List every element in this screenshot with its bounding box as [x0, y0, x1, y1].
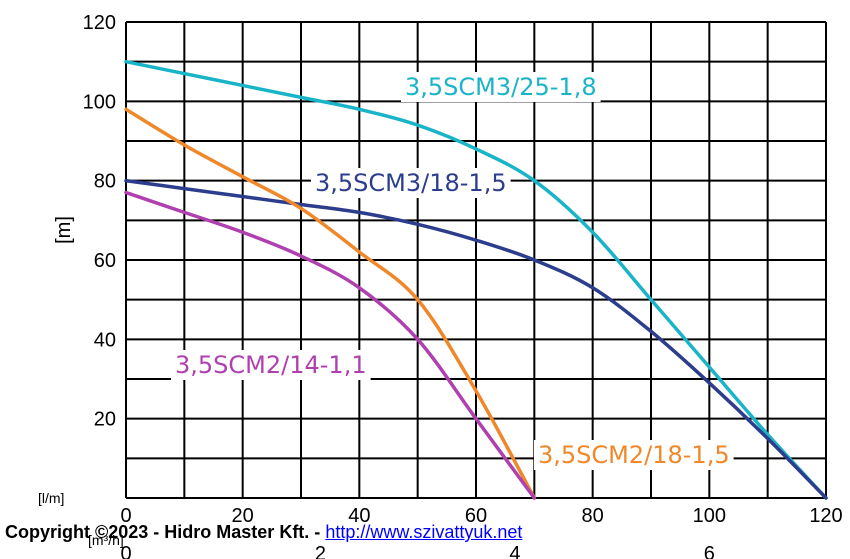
x-tick-label-primary: 60 — [465, 505, 487, 527]
series-label-3: 3,5SCM2/14-1,1 — [175, 351, 367, 379]
copyright-text: Copyright ©2023 - Hidro Master Kft. - — [5, 522, 326, 542]
series-labels: 3,5SCM3/25-1,8 3,5SCM3/18-1,5 3,5SCM2/18-1… — [171, 72, 734, 470]
y-tick-label: 20 — [94, 409, 116, 431]
x-tick-label-primary: 0 — [120, 505, 131, 527]
x-tick-label-secondary: 6 — [704, 543, 715, 559]
series-label-1: 3,5SCM3/18-1,5 — [315, 169, 507, 197]
series-label-bg — [534, 440, 734, 470]
copyright-footer: Copyright ©2023 - Hidro Master Kft. - ht… — [5, 522, 522, 543]
y-tick-label: 60 — [94, 250, 116, 272]
website-link[interactable]: http://www.szivattyuk.net — [325, 522, 523, 542]
x-unit-primary: [l/m] — [38, 490, 64, 506]
series-line-3 — [124, 190, 537, 500]
x-tick-label-primary: 40 — [348, 505, 370, 527]
x-tick-label-secondary: 2 — [315, 543, 326, 559]
series-label-bg — [311, 168, 511, 198]
series-label-0: 3,5SCM3/25-1,8 — [405, 73, 597, 101]
x-tick-label-secondary: 0 — [120, 543, 131, 559]
series-line-2 — [124, 107, 537, 500]
series-label-bg — [171, 350, 371, 380]
y-axis-label: [m] — [53, 216, 75, 244]
x-tick-label-secondary: 4 — [509, 543, 520, 559]
x-unit-secondary: [m³/h] — [88, 532, 124, 548]
y-tick-label: 100 — [83, 91, 116, 113]
y-tick-label: 80 — [94, 171, 116, 193]
axes: 20 40 60 80 100 120 0 20 40 60 80 100 120 0 2 4 6 [l/m] [m… — [38, 12, 843, 559]
x-tick-label-primary: 120 — [809, 505, 842, 527]
series-line-1 — [124, 178, 828, 500]
y-tick-label: 120 — [83, 12, 116, 34]
x-tick-label-primary: 80 — [582, 505, 604, 527]
series-line-0 — [124, 59, 828, 500]
x-tick-label-primary: 20 — [232, 505, 254, 527]
series-label-2: 3,5SCM2/18-1,5 — [538, 441, 730, 469]
x-tick-label-primary: 100 — [693, 505, 726, 527]
series-label-bg — [401, 72, 601, 102]
series-lines — [124, 59, 828, 500]
y-tick-label: 40 — [94, 329, 116, 351]
